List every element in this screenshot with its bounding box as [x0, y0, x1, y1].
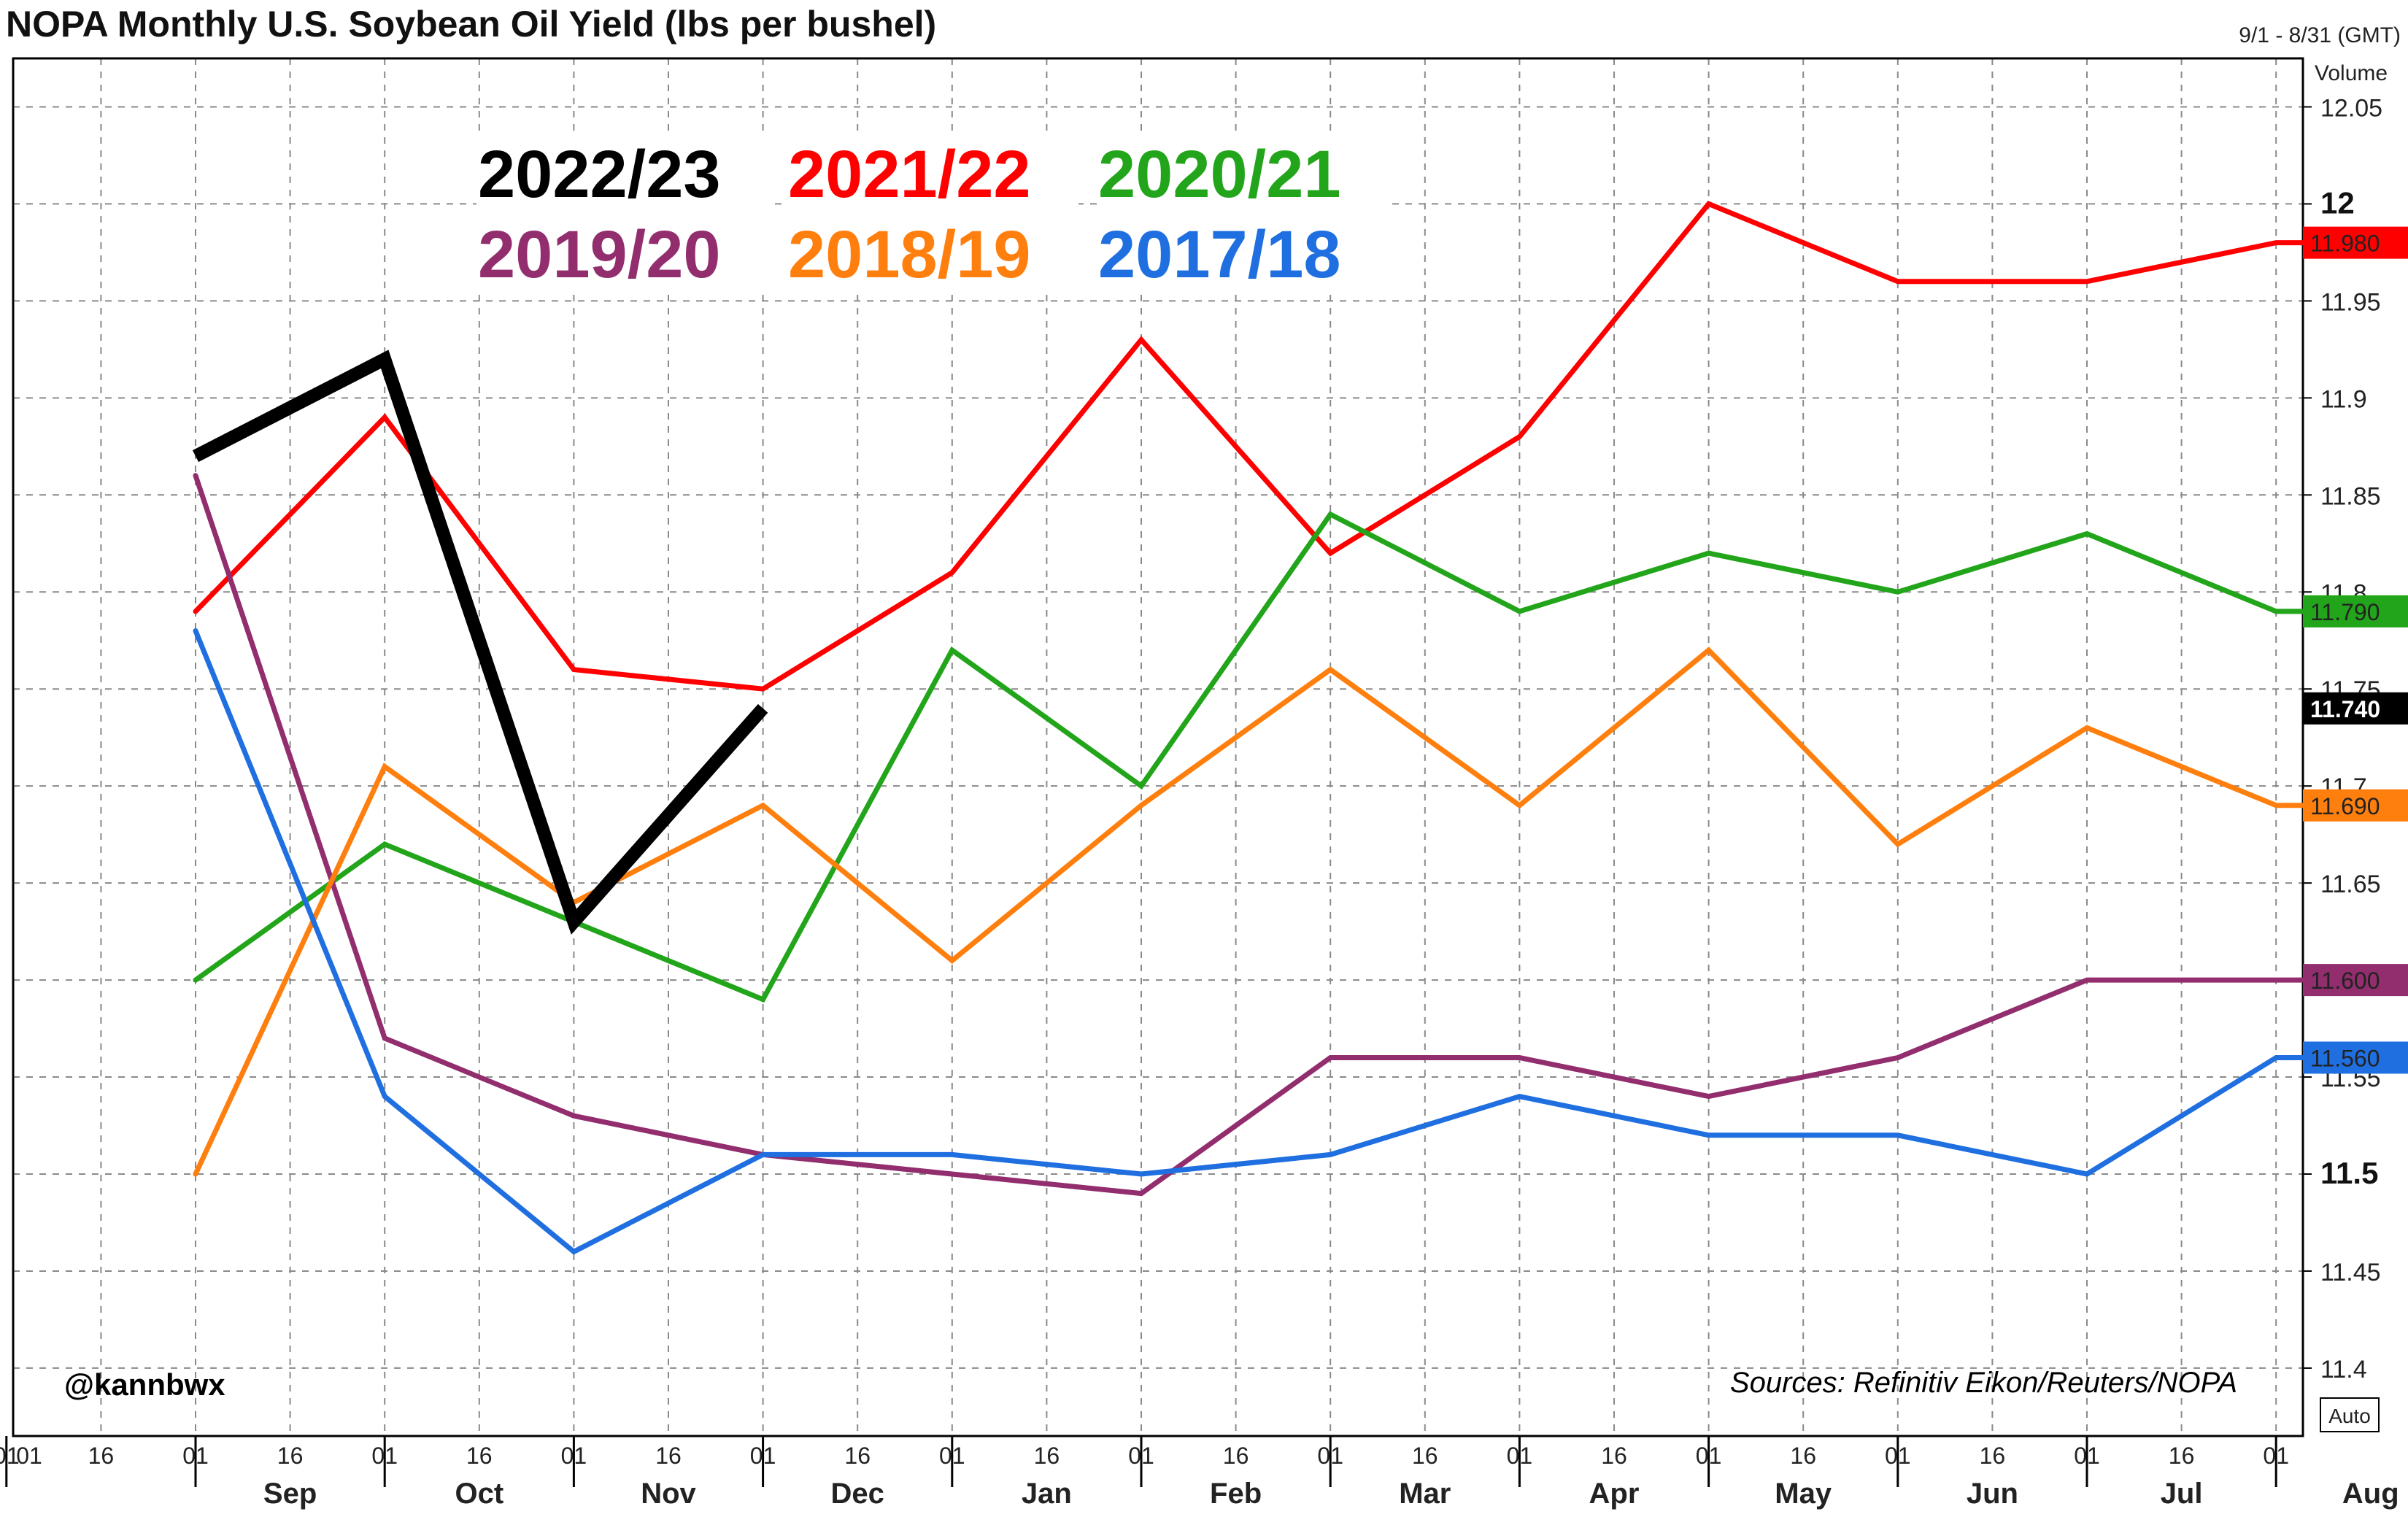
legend-entry: 2021/22	[788, 137, 1031, 212]
x-day-label: 16	[2169, 1443, 2195, 1469]
legend: 2022/23 2021/22 2020/21 2019/20 2018/19 2017/…	[476, 133, 1389, 293]
x-month-label: Feb	[1210, 1478, 1262, 1510]
x-day-label: 01	[561, 1443, 587, 1469]
last-value-tag	[2303, 1041, 2408, 1074]
x-month-label: Apr	[1589, 1478, 1640, 1510]
legend-entry-background	[787, 133, 1078, 213]
auto-button-label[interactable]: Auto	[2328, 1405, 2371, 1427]
x-day-label: 01	[16, 1443, 42, 1469]
last-value-tag-label: 11.980	[2310, 231, 2380, 257]
x-day-label: 16	[277, 1443, 304, 1469]
x-day-label: 16	[466, 1443, 493, 1469]
x-day-label: 16	[655, 1443, 682, 1469]
x-month-label: Nov	[641, 1478, 696, 1510]
chart-title: NOPA Monthly U.S. Soybean Oil Yield (lbs…	[6, 4, 936, 45]
y-tick-label: 12.05	[2320, 94, 2382, 122]
x-day-label: 01	[0, 1443, 20, 1469]
x-day-label: 01	[939, 1443, 965, 1469]
x-month-label: Oct	[455, 1478, 503, 1510]
last-value-tag	[2303, 964, 2408, 997]
y-tick-label: 11.85	[2320, 482, 2381, 510]
x-month-label: Aug	[2342, 1478, 2399, 1510]
last-value-tag-label: 11.790	[2310, 599, 2380, 625]
last-value-tag	[2303, 595, 2408, 628]
date-range-label: 9/1 - 8/31 (GMT)	[2239, 23, 2401, 47]
y-tick-label: 11.45	[2320, 1259, 2381, 1286]
x-day-label: 01	[2074, 1443, 2100, 1469]
x-day-label: 01	[1696, 1443, 1722, 1469]
x-day-label: 01	[1128, 1443, 1154, 1469]
auto-button[interactable]: Auto	[2320, 1397, 2380, 1432]
x-day-label: 16	[1980, 1443, 2006, 1469]
x-day-label: 01	[1507, 1443, 1533, 1469]
x-day-label: 01	[750, 1443, 776, 1469]
legend-entry: 2017/18	[1098, 217, 1341, 292]
last-value-tags: 11.980 11.790 11.600 11.690 11.560 11.740	[2303, 226, 2408, 1074]
y-tick-label: 12	[2320, 185, 2355, 220]
legend-entry: 2018/19	[788, 217, 1031, 292]
x-month-label: Jan	[1022, 1478, 1072, 1510]
y-axis: 11.411.4511.511.5511.611.6511.711.7511.8…	[2303, 94, 2382, 1383]
x-day-label: 01	[2263, 1443, 2289, 1469]
x-day-label: 16	[844, 1443, 871, 1469]
auto-button-frame[interactable]	[2320, 1397, 2380, 1432]
source-note: Sources: Refinitiv Eikon/Reuters/NOPA	[1730, 1367, 2237, 1399]
x-day-label: 01	[1885, 1443, 1911, 1469]
last-value-tag	[2303, 226, 2408, 259]
x-month-label: Jul	[2161, 1478, 2203, 1510]
x-day-label: 16	[1790, 1443, 1816, 1469]
last-value-tag-label: 11.560	[2310, 1045, 2380, 1071]
x-day-label: 16	[1034, 1443, 1060, 1469]
last-value-tag	[2303, 692, 2408, 725]
series-line-2019-20	[193, 473, 2306, 1197]
legend-entry-background	[476, 133, 768, 213]
legend-entry-background	[1097, 133, 1389, 213]
x-month-label: Mar	[1399, 1478, 1451, 1510]
x-month-label: Jun	[1967, 1478, 2018, 1510]
x-day-label: 01	[182, 1443, 209, 1469]
series-lines	[192, 201, 2306, 1255]
x-day-label: 16	[1223, 1443, 1249, 1469]
x-month-label: Sep	[263, 1478, 317, 1510]
last-value-tag-label: 11.690	[2310, 793, 2380, 819]
y-tick-label: 11.95	[2320, 288, 2381, 316]
x-day-label: 16	[88, 1443, 115, 1469]
x-day-label: 16	[1601, 1443, 1627, 1469]
legend-entry-background	[476, 213, 768, 293]
y-tick-label: 11.65	[2320, 871, 2381, 898]
volume-label: Volume	[2315, 61, 2388, 85]
x-day-label: 16	[1412, 1443, 1438, 1469]
plot-frame	[12, 57, 2304, 1437]
last-value-tag	[2303, 789, 2408, 822]
x-day-label: 01	[1317, 1443, 1343, 1469]
legend-entry-background	[1097, 213, 1389, 293]
series-line-2021-22	[193, 201, 2306, 692]
author-handle: @kannbwx	[64, 1367, 225, 1402]
series-line-2022-23	[192, 350, 768, 935]
x-day-label: 01	[371, 1443, 398, 1469]
legend-entry: 2022/23	[478, 137, 721, 212]
x-month-label: May	[1775, 1478, 1832, 1510]
legend-entry: 2020/21	[1098, 137, 1341, 212]
y-tick-label: 11.9	[2320, 385, 2367, 413]
y-tick-label: 11.4	[2320, 1356, 2367, 1383]
series-line-2017-18	[193, 628, 2306, 1255]
x-axis: 01 16 01 16 Sep 01 16 Oct 01 16 Nov 01 16 Dec 01 16 Jan 0…	[0, 1436, 2399, 1510]
x-month-label: Dec	[831, 1478, 884, 1510]
last-value-tag-label: 11.740	[2310, 696, 2380, 722]
y-tick-label: 11.5	[2320, 1156, 2378, 1190]
legend-entry: 2019/20	[478, 217, 721, 292]
last-value-tag-label: 11.600	[2310, 968, 2380, 994]
legend-entry-background	[787, 213, 1078, 293]
